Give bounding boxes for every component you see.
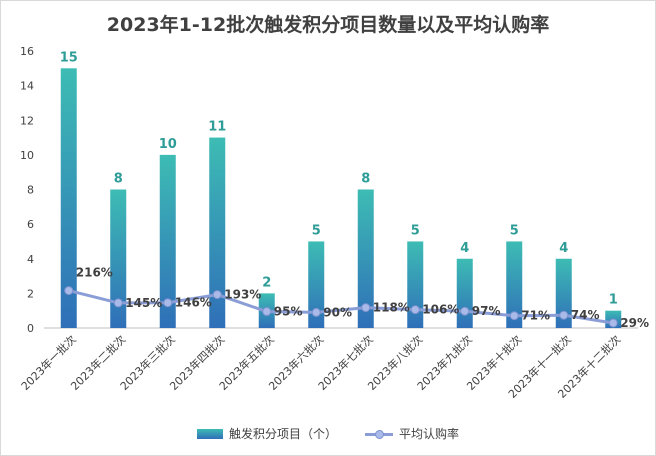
line-series	[64, 286, 618, 328]
line-point	[262, 307, 272, 317]
legend-label-line: 平均认购率	[399, 427, 460, 441]
bar-value-label: 2	[262, 275, 271, 290]
legend-item-line: 平均认购率	[365, 425, 459, 442]
line-value-label: 216%	[76, 266, 113, 280]
line-value-label: 146%	[175, 296, 212, 310]
line-point	[608, 318, 618, 328]
bar	[456, 258, 473, 328]
line-point	[311, 307, 321, 317]
y-tick-label: 6	[27, 218, 34, 231]
legend-line-swatch	[365, 429, 393, 439]
bar	[308, 241, 325, 328]
line-value-label: 90%	[323, 305, 352, 319]
line-value-label: 145%	[125, 296, 162, 310]
y-tick-label: 2	[27, 287, 34, 300]
bar-series	[60, 68, 622, 328]
bar-value-label: 5	[411, 223, 420, 238]
line-value-label: 106%	[422, 303, 459, 317]
y-axis: 0 2 4 6 8 10 12 14 16	[20, 45, 34, 335]
bar	[60, 68, 77, 328]
bar	[407, 241, 424, 328]
line-point	[212, 290, 222, 300]
line-value-label: 95%	[274, 305, 303, 319]
x-axis: 2023年一批次2023年二批次2023年三批次2023年四批次2023年五批次…	[18, 327, 638, 401]
y-tick-label: 12	[20, 114, 34, 127]
line-value-label: 193%	[224, 288, 261, 302]
y-tick-label: 8	[27, 184, 34, 197]
bar-value-label: 5	[312, 223, 321, 238]
line-value-label: 74%	[571, 308, 600, 322]
line-value-label: 71%	[521, 309, 550, 323]
chart-title: 2023年1-12批次触发积分项目数量以及平均认购率	[106, 14, 550, 36]
bar	[555, 258, 572, 328]
legend-label-bars: 触发积分项目（个）	[228, 427, 337, 441]
bar-value-label: 1	[609, 293, 618, 308]
bar-value-label: 15	[60, 50, 78, 65]
y-tick-label: 10	[20, 149, 34, 162]
legend: 触发积分项目（个） 平均认购率	[0, 425, 656, 442]
line-value-label: 118%	[373, 301, 410, 315]
line-point	[163, 298, 173, 308]
bar-value-label: 8	[114, 172, 123, 187]
bar	[110, 189, 127, 328]
line-point	[64, 286, 74, 296]
line-point	[361, 303, 371, 313]
data-labels: 15 8 10 11 2 5 8 5 4 5 4 1 216% 145% 146% 193% 95% 90% 118…	[60, 50, 649, 330]
line-value-label: 97%	[472, 304, 501, 318]
bar	[506, 241, 523, 328]
bar-value-label: 8	[361, 172, 370, 187]
line-point	[410, 305, 420, 315]
bar	[209, 137, 226, 328]
y-tick-label: 0	[27, 322, 34, 335]
bar-value-label: 4	[460, 241, 469, 256]
y-tick-label: 16	[20, 45, 34, 58]
y-tick-label: 4	[27, 253, 34, 266]
bar-value-label: 11	[208, 120, 226, 135]
line-point	[460, 306, 470, 316]
line-point	[113, 298, 123, 308]
bar-value-label: 4	[559, 241, 568, 256]
legend-item-bars: 触发积分项目（个）	[196, 425, 337, 442]
bar-value-label: 5	[510, 223, 519, 238]
line-point	[559, 310, 569, 320]
bar	[159, 154, 176, 328]
bar-value-label: 10	[159, 137, 177, 152]
line-value-label: 29%	[620, 316, 649, 330]
legend-bar-swatch	[196, 428, 223, 439]
bar	[357, 189, 374, 328]
y-tick-label: 14	[20, 80, 34, 93]
line-path	[68, 289, 614, 325]
line-point	[509, 311, 519, 321]
